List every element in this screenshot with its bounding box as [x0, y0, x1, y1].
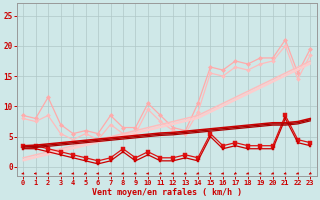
X-axis label: Vent moyen/en rafales ( km/h ): Vent moyen/en rafales ( km/h )	[92, 188, 242, 197]
